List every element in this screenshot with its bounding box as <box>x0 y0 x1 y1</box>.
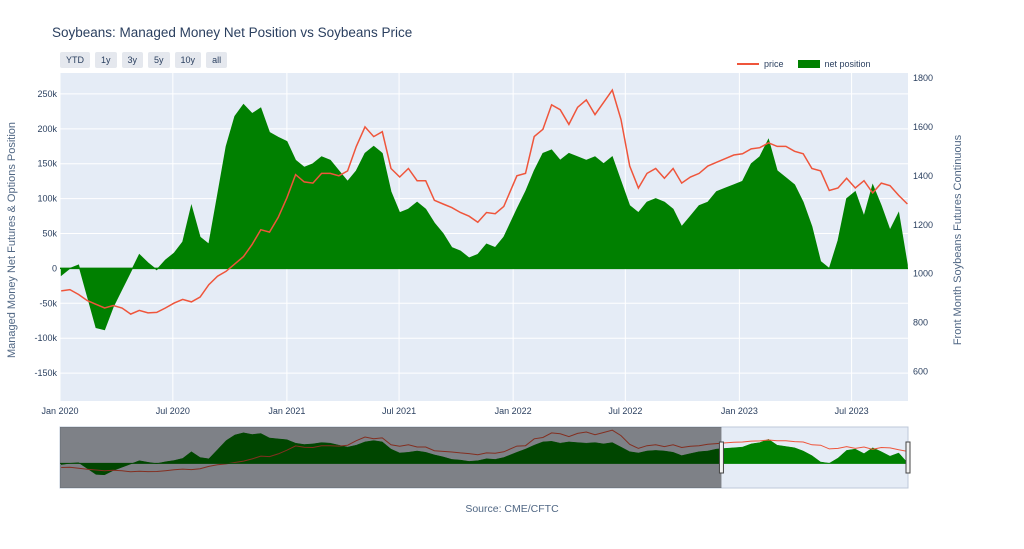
main-chart[interactable]: Jan 2020 Jul 2020 Jan 2021 Jul 2021 Jan 2022… <box>0 0 1024 430</box>
y-right-tick-label: 800 <box>913 318 928 328</box>
x-tick-label: Jan 2020 <box>41 406 78 416</box>
x-tick-label: Jul 2023 <box>835 406 869 416</box>
y-right-tick-label: 600 <box>913 367 928 377</box>
range-slider-price-line <box>61 429 908 473</box>
y-right-tick-label: 1200 <box>913 220 933 230</box>
x-tick-label: Jul 2020 <box>156 406 190 416</box>
chart-title: Soybeans: Managed Money Net Position vs … <box>52 25 413 40</box>
y-right-tick-label: 1000 <box>913 269 933 279</box>
x-tick-label: Jan 2022 <box>495 406 532 416</box>
y-left-tick-label: -50k <box>39 298 57 308</box>
x-tick-label: Jul 2022 <box>608 406 642 416</box>
y-left-tick-label: -100k <box>34 333 57 343</box>
x-tick-label: Jul 2021 <box>382 406 416 416</box>
range-button-ytd[interactable]: YTD <box>60 52 90 68</box>
y-left-tick-label: 50k <box>42 229 57 239</box>
range-button-1y[interactable]: 1y <box>95 52 117 68</box>
range-selector: YTD 1y 3y 5y 10y all <box>60 52 228 68</box>
y-left-tick-label: 100k <box>37 194 57 204</box>
legend-label-net-position: net position <box>824 59 871 69</box>
range-slider-net-area <box>60 432 908 476</box>
legend-swatch-net-position <box>797 60 820 68</box>
legend: price net position <box>737 59 879 69</box>
y-right-tick-label: 1800 <box>913 73 933 83</box>
range-slider-mask <box>60 427 722 488</box>
y-left-tick-label: 150k <box>37 159 57 169</box>
legend-item-price[interactable]: price <box>737 59 784 69</box>
legend-label-price: price <box>764 59 784 69</box>
y-right-tick-label: 1400 <box>913 171 933 181</box>
y-left-tick-label: 200k <box>37 124 57 134</box>
range-button-5y[interactable]: 5y <box>148 52 170 68</box>
price-line <box>61 88 908 315</box>
net-position-area <box>60 103 908 331</box>
source-note: Source: CME/CFTC <box>465 503 559 515</box>
range-button-3y[interactable]: 3y <box>121 52 144 68</box>
range-slider-handle-left <box>718 441 724 474</box>
range-button-all[interactable]: all <box>206 52 228 68</box>
x-tick-label: Jan 2021 <box>268 406 305 416</box>
x-tick-label: Jan 2023 <box>721 406 758 416</box>
y-left-tick-label: 0 <box>52 263 57 273</box>
range-slider-handle-right <box>905 441 911 474</box>
legend-item-net-position[interactable]: net position <box>797 59 871 69</box>
y-left-tick-label: 250k <box>37 89 57 99</box>
legend-swatch-price <box>737 63 759 65</box>
y-right-tick-label: 1600 <box>913 122 933 132</box>
y-left-tick-label: -150k <box>34 368 57 378</box>
range-button-10y[interactable]: 10y <box>174 52 202 68</box>
range-slider[interactable] <box>0 420 1024 490</box>
